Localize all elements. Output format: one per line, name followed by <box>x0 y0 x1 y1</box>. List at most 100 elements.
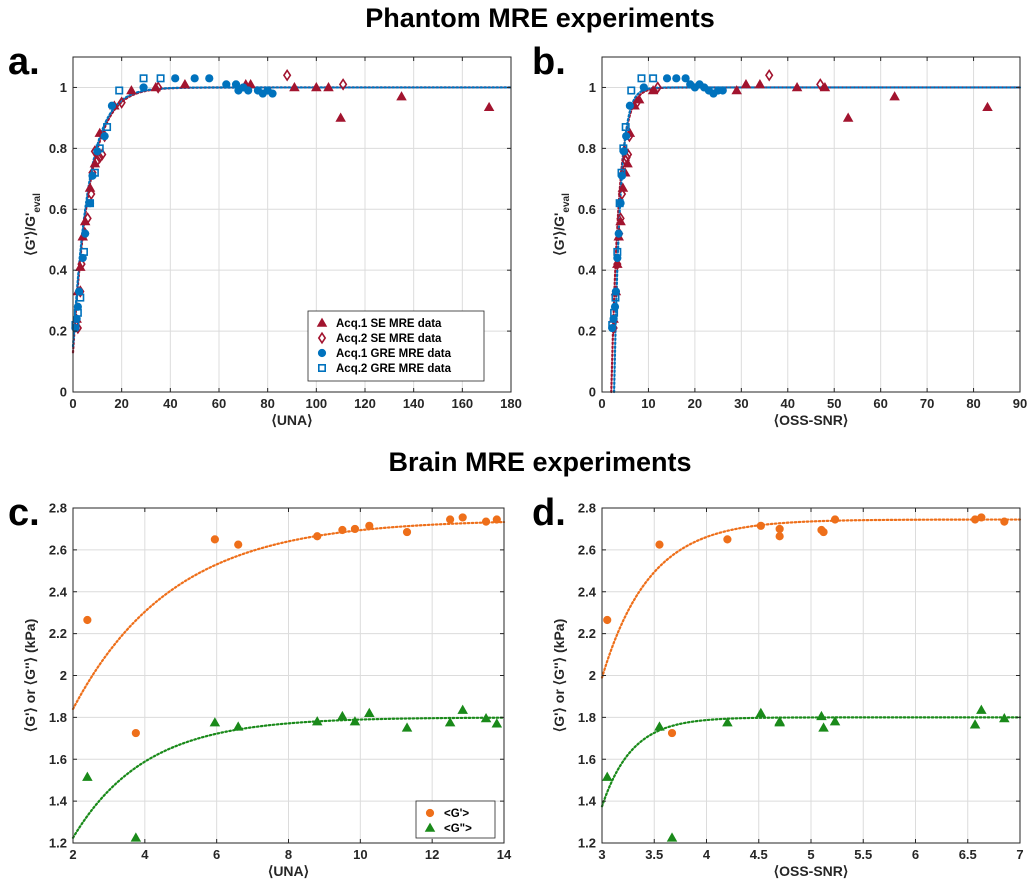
data-point-g <box>458 513 467 522</box>
data-point-acq-2-se-mre-data <box>338 78 348 91</box>
x-axis-label: ⟨UNA⟩ <box>271 412 312 428</box>
data-point-acq-1-gre-mre-data <box>171 74 180 83</box>
data-point-acq-1-se-mre-data <box>179 79 191 89</box>
data-point-acq-1-gre-mre-data <box>222 80 231 89</box>
fit-curve <box>71 86 513 348</box>
data-point-g <box>969 719 981 729</box>
x-tick-label: 4 <box>703 847 711 862</box>
data-point-g <box>756 521 765 530</box>
legend-box <box>415 800 496 839</box>
y-axis-label-main: ⟨G'⟩/G' <box>22 213 38 256</box>
data-point-g <box>311 716 323 726</box>
data-point-acq-1-se-mre-data <box>740 79 752 89</box>
data-point-g <box>491 718 503 728</box>
data-point-acq-1-gre-mre-data <box>622 132 631 141</box>
data-point-g <box>444 717 456 727</box>
data-point-g <box>481 517 491 526</box>
y-tick-label: 2.6 <box>49 542 67 557</box>
y-tick-label: 2.8 <box>578 501 596 516</box>
data-point-acq-2-gre-mre-data <box>637 74 646 83</box>
data-point-acq-1-se-mre-data <box>311 82 322 92</box>
data-point-g <box>666 832 678 842</box>
data-point-acq-2-gre-mre-data <box>617 168 626 177</box>
y-tick-label: 1.2 <box>578 836 596 851</box>
data-point-acq-2-se-mre-data <box>632 96 641 109</box>
x-tick-label: 12 <box>425 847 439 862</box>
data-point-acq-2-gre-mre-data <box>115 86 124 95</box>
plot-area-frame <box>72 56 512 393</box>
x-tick-label: 40 <box>781 396 795 411</box>
x-tick-label: 5.5 <box>854 847 872 862</box>
data-point-acq-2-se-mre-data <box>95 151 104 164</box>
y-tick-label: 0.4 <box>578 263 597 278</box>
chart-panel-c: 2 4 6 8 10 12 14 1.2 1.4 1.6 1.8 2 2.2 2.4 2.6 2.8 ⟨UNA⟩… <box>22 501 512 880</box>
y-tick-label: 1 <box>589 80 596 95</box>
y-axis-label-main: ⟨G'⟩/G' <box>551 213 567 256</box>
data-point-g <box>775 524 784 534</box>
data-point-acq-2-se-mre-data <box>622 151 631 164</box>
x-tick-label: 6 <box>912 847 919 862</box>
data-point-acq-2-gre-mre-data <box>79 247 88 256</box>
y-tick-label: 1 <box>60 80 67 95</box>
data-point-g <box>774 717 785 727</box>
data-point-g <box>829 716 841 726</box>
fit-curve <box>71 716 506 839</box>
data-point-acq-1-se-mre-data <box>889 91 900 101</box>
data-point-acq-1-gre-mre-data <box>672 74 681 83</box>
data-point-acq-1-gre-mre-data <box>718 86 727 95</box>
x-axis-label: ⟨UNA⟩ <box>268 863 309 879</box>
x-tick-label: 6.5 <box>959 847 977 862</box>
legend: Acq.1 SE MRE data Acq.2 SE MRE data Acq.1 … <box>307 310 485 382</box>
legend-label: Acq.2 SE MRE data <box>336 333 442 345</box>
data-point-acq-2-gre-mre-data <box>608 320 617 329</box>
data-point-acq-1-gre-mre-data <box>625 101 634 110</box>
x-tick-label: 80 <box>260 396 274 411</box>
data-point-g <box>722 717 733 727</box>
x-tick-label: 10 <box>353 847 367 862</box>
data-point-g <box>977 513 986 522</box>
data-point-acq-1-se-mre-data <box>335 112 346 122</box>
data-point-acq-2-gre-mre-data <box>627 86 636 95</box>
y-tick-label: 1.4 <box>578 794 597 809</box>
data-point-g <box>337 710 348 721</box>
x-tick-label: 2 <box>69 847 76 862</box>
data-point-g <box>667 728 677 738</box>
y-tick-label: 1.6 <box>49 752 67 767</box>
y-tick-label: 0.6 <box>49 202 67 217</box>
y-tick-label: 1.8 <box>578 710 596 725</box>
data-point-acq-1-gre-mre-data <box>639 83 648 92</box>
y-axis-label: ⟨G'⟩/G'eval <box>22 193 43 256</box>
data-point-g <box>999 713 1010 723</box>
data-point-g <box>830 515 840 524</box>
chart-panel-b: 0 10 20 30 40 50 60 70 80 90 0 0.2 0.4 0.6 0.8 1 ⟨OSS-SN… <box>551 56 1027 428</box>
y-tick-label: 2.8 <box>49 501 67 516</box>
data-point-acq-2-gre-mre-data <box>613 247 622 256</box>
legend-label: Acq.2 GRE MRE data <box>336 363 452 375</box>
x-tick-label: 120 <box>354 396 376 411</box>
data-point-acq-2-se-mre-data <box>77 257 86 271</box>
x-tick-label: 50 <box>827 396 841 411</box>
data-point-acq-2-gre-mre-data <box>90 168 99 177</box>
y-tick-label: 0.6 <box>578 202 596 217</box>
fit-curve <box>600 716 1022 808</box>
legend-marker-g <box>424 822 436 832</box>
data-point-acq-2-gre-mre-data <box>615 199 624 208</box>
x-tick-label: 0 <box>69 396 76 411</box>
chart-panel-a: 0 20 40 60 80 100 120 140 160 180 0 0.2 0.4 0.6 0.8 1 ⟨U… <box>22 56 522 428</box>
data-point-acq-1-gre-mre-data <box>662 74 672 83</box>
data-point-acq-2-gre-mre-data <box>73 308 82 317</box>
legend: <G'> <G"> <box>415 800 496 839</box>
data-point-acq-2-gre-mre-data <box>71 320 80 329</box>
x-tick-label: 3 <box>598 847 605 862</box>
data-point-acq-1-gre-mre-data <box>190 74 199 83</box>
data-point-acq-1-se-mre-data <box>483 101 495 112</box>
legend-marker-acq-1-gre-mre-data <box>317 348 327 358</box>
legend-box <box>307 310 485 382</box>
panel-label-b: b. <box>532 41 566 83</box>
y-tick-label: 2.2 <box>578 626 596 641</box>
data-point-g <box>364 707 375 717</box>
data-point-g <box>349 716 361 726</box>
panel-label-d: d. <box>532 492 566 534</box>
y-axis-label: ⟨G'⟩/G'eval <box>551 193 572 256</box>
